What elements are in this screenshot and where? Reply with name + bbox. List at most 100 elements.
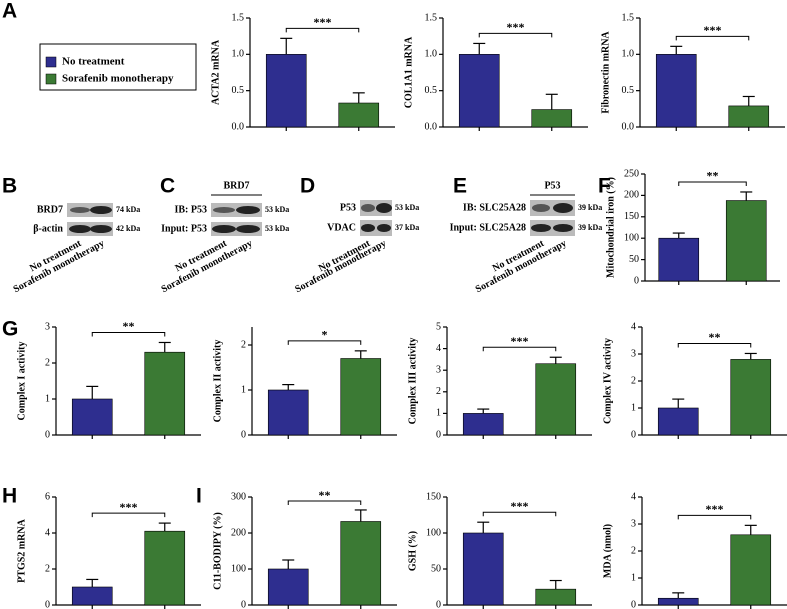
- blot-row-label: β-actin: [33, 223, 63, 234]
- legend-label: Sorafenib monotherapy: [62, 73, 174, 85]
- bar: [144, 351, 186, 436]
- blot-kda: 42 kDa: [116, 224, 140, 233]
- blot-kda: 53 kDa: [395, 203, 419, 212]
- y-tick-label: 100: [624, 232, 639, 243]
- blot-row-label: IB: P53: [175, 204, 208, 215]
- y-tick-label: 0: [241, 429, 246, 440]
- panel-letter: F: [598, 175, 611, 198]
- y-tick-label: 3: [436, 364, 441, 375]
- y-axis-label: Complex II activity: [212, 340, 223, 423]
- y-tick-label: 0: [241, 599, 246, 609]
- y-tick-label: 2: [631, 375, 636, 386]
- y-tick-label: 0: [45, 599, 50, 609]
- bar: [338, 102, 380, 128]
- blot-row-label: VDAC: [327, 222, 356, 233]
- y-tick-label: 2: [45, 563, 50, 574]
- y-tick-label: 0: [436, 599, 441, 609]
- panel-letter: E: [453, 175, 467, 198]
- blot-kda: 74 kDa: [116, 205, 140, 214]
- lane-label: Sorafenib monotherapy: [474, 238, 569, 295]
- significance-label: ***: [507, 20, 525, 34]
- bar: [71, 398, 113, 436]
- y-tick-label: 0.0: [232, 121, 245, 132]
- y-tick-label: 200: [624, 190, 639, 201]
- y-axis-label: PTGS2 mRNA: [16, 518, 27, 582]
- panel-letter: B: [2, 175, 17, 198]
- bar: [340, 521, 382, 606]
- panel-letter: G: [2, 318, 18, 341]
- bar: [458, 54, 500, 128]
- y-axis-label: Complex I activity: [16, 342, 27, 421]
- y-axis-label: GSH (%): [407, 531, 418, 571]
- significance-label: **: [709, 330, 721, 344]
- blot-images: [67, 194, 575, 236]
- y-tick-label: 300: [231, 491, 246, 502]
- bar: [725, 200, 767, 282]
- blot-header: P53: [544, 180, 560, 191]
- significance-label: ***: [314, 15, 332, 29]
- y-tick-label: 0.0: [622, 121, 635, 132]
- y-tick-label: 4: [45, 527, 50, 538]
- legend-box: [39, 43, 197, 91]
- y-axis-label: ACTA2 mRNA: [210, 39, 221, 105]
- bar: [658, 237, 700, 282]
- y-tick-label: 1.0: [232, 49, 245, 60]
- significance-label: **: [319, 488, 331, 502]
- y-tick-label: 0.0: [425, 121, 438, 132]
- y-tick-label: 1.5: [425, 12, 438, 23]
- y-tick-label: 2: [45, 357, 50, 368]
- y-tick-label: 1: [631, 572, 636, 583]
- legend-swatch: [45, 73, 57, 85]
- y-tick-label: 1.5: [232, 12, 245, 23]
- y-tick-label: 0: [45, 429, 50, 440]
- y-tick-label: 1: [631, 402, 636, 413]
- y-tick-label: 250: [624, 168, 639, 179]
- y-tick-label: 1.0: [622, 49, 635, 60]
- significance-label: ***: [511, 499, 529, 513]
- blot-kda: 39 kDa: [578, 223, 602, 232]
- y-tick-label: 3: [45, 321, 50, 332]
- significance-bracket: [287, 340, 362, 345]
- significance-bracket: [482, 346, 557, 352]
- y-tick-label: 4: [631, 321, 636, 332]
- bar: [730, 534, 772, 606]
- blot-row-label: Input: P53: [161, 223, 207, 234]
- y-tick-label: 1.5: [622, 12, 635, 23]
- y-tick-label: 150: [624, 211, 639, 222]
- bar: [728, 105, 770, 128]
- significance-label: **: [123, 319, 135, 333]
- y-tick-label: 50: [629, 254, 639, 265]
- y-tick-label: 1.0: [425, 49, 438, 60]
- significance-label: **: [707, 169, 719, 183]
- bar: [535, 588, 577, 606]
- lane-label: Sorafenib monotherapy: [293, 238, 388, 295]
- panel-letter: I: [196, 485, 202, 508]
- y-tick-label: 4: [631, 491, 636, 502]
- significance-bracket: [91, 331, 166, 337]
- y-tick-label: 150: [426, 491, 441, 502]
- y-axis-label: C11-BODIPY (%): [212, 512, 223, 590]
- significance-bracket: [285, 27, 360, 33]
- significance-bracket: [478, 32, 553, 38]
- bar: [265, 54, 307, 128]
- significance-bracket: [482, 511, 557, 517]
- blot-header: BRD7: [223, 180, 249, 191]
- bar: [462, 532, 504, 606]
- legend-label: No treatment: [62, 56, 125, 68]
- lane-label: Sorafenib monotherapy: [12, 238, 107, 295]
- legend-swatch: [45, 56, 57, 68]
- blot-row-label: Input: SLC25A28: [450, 222, 526, 233]
- y-tick-label: 2: [631, 545, 636, 556]
- significance-bracket: [677, 342, 752, 348]
- blot-kda: 37 kDa: [395, 223, 419, 232]
- y-axis-label: COL1A1 mRNA: [403, 36, 414, 108]
- bar: [267, 568, 309, 606]
- y-tick-label: 0.5: [232, 85, 245, 96]
- y-tick-label: 1: [241, 384, 246, 395]
- bar: [144, 530, 186, 606]
- panel-letter: A: [2, 0, 17, 23]
- y-tick-label: 50: [431, 563, 441, 574]
- bar: [531, 109, 573, 128]
- significance-label: ***: [120, 500, 138, 514]
